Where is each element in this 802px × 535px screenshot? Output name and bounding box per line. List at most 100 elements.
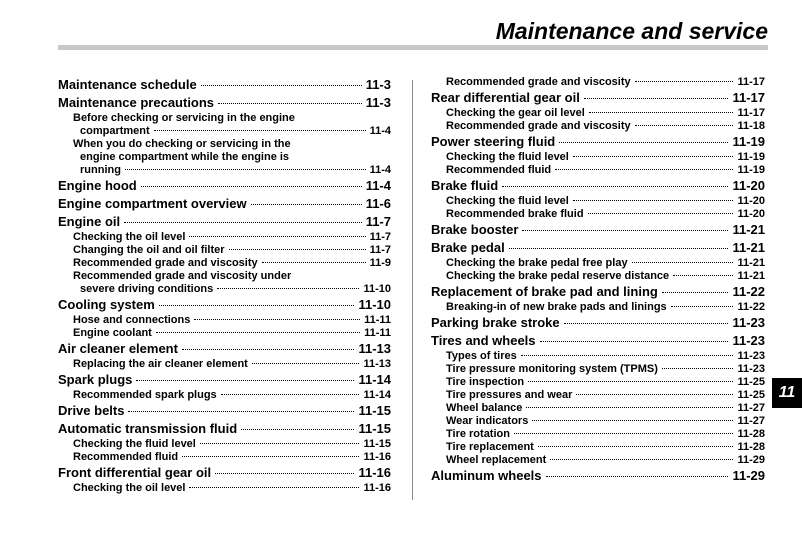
page-number: 11-17 bbox=[737, 107, 765, 119]
entry-text: Brake booster bbox=[431, 222, 519, 237]
toc-entry: Brake booster 11-21 bbox=[431, 221, 765, 239]
toc-entry: When you do checking or servicing in the… bbox=[58, 138, 391, 177]
entry-text: Front differential gear oil bbox=[58, 465, 212, 480]
toc-line: Hose and connections 11-11 bbox=[73, 314, 391, 327]
entry-text: Tire inspection bbox=[446, 376, 525, 388]
page-number: 11-20 bbox=[737, 195, 765, 207]
page-number: 11-21 bbox=[732, 222, 765, 237]
toc-line: Aluminum wheels 11-29 bbox=[431, 467, 765, 485]
page-number: 11-22 bbox=[737, 301, 765, 313]
leader-dots bbox=[661, 292, 729, 293]
toc-entry: Recommended spark plugs 11-14 bbox=[58, 389, 391, 402]
entry-text: Wheel replacement bbox=[446, 454, 547, 466]
toc-line: Drive belts 11-15 bbox=[58, 402, 391, 420]
chapter-tab: 11 bbox=[772, 378, 802, 408]
toc-line: Recommended grade and viscosity 11-17 bbox=[446, 76, 765, 89]
toc-line: Engine hood 11-4 bbox=[58, 177, 391, 195]
page-number: 11-20 bbox=[732, 178, 765, 193]
leader-dots bbox=[502, 186, 729, 187]
entry-text: Breaking-in of new brake pads and lining… bbox=[446, 301, 667, 313]
entry-text: Changing the oil and oil filter bbox=[73, 244, 225, 256]
leader-dots bbox=[218, 103, 362, 104]
leader-dots bbox=[673, 275, 734, 276]
toc-entry: Recommended fluid 11-16 bbox=[58, 451, 391, 464]
column-divider bbox=[412, 80, 413, 500]
entry-text: Checking the gear oil level bbox=[446, 107, 585, 119]
entry-text: Power steering fluid bbox=[431, 134, 556, 149]
page-number: 11-25 bbox=[737, 376, 765, 388]
entry-text: Aluminum wheels bbox=[431, 468, 542, 483]
toc-line: Parking brake stroke 11-23 bbox=[431, 314, 765, 332]
entry-text: Hose and connections bbox=[73, 314, 191, 326]
leader-dots bbox=[670, 306, 734, 307]
toc-entry: Checking the fluid level 11-15 bbox=[58, 438, 391, 451]
page-number: 11-15 bbox=[358, 403, 391, 418]
page-number: 11-13 bbox=[363, 358, 391, 370]
page-number: 11-20 bbox=[737, 208, 765, 220]
leader-dots bbox=[576, 394, 734, 395]
page-number: 11-21 bbox=[732, 240, 765, 255]
page-number: 11-17 bbox=[732, 90, 765, 105]
page-number: 11-15 bbox=[358, 421, 391, 436]
leader-dots bbox=[631, 262, 734, 263]
entry-text: Engine compartment overview bbox=[58, 196, 247, 211]
toc-line: Replacing the air cleaner element 11-13 bbox=[73, 358, 391, 371]
leader-dots bbox=[251, 363, 360, 364]
entry-text: Checking the fluid level bbox=[73, 438, 196, 450]
leader-dots bbox=[199, 443, 360, 444]
toc-entry: Recommended grade and viscosity 11-17 bbox=[431, 76, 765, 89]
toc-entry: Wheel replacement 11-29 bbox=[431, 454, 765, 467]
toc-line: Recommended brake fluid 11-20 bbox=[446, 208, 765, 221]
entry-text: Spark plugs bbox=[58, 372, 133, 387]
leader-dots bbox=[228, 249, 366, 250]
page-number: 11-27 bbox=[737, 415, 765, 427]
toc-line: running 11-4 bbox=[73, 164, 391, 177]
toc-entry: Types of tires 11-23 bbox=[431, 350, 765, 363]
page-number: 11-28 bbox=[737, 428, 765, 440]
toc-entry: Breaking-in of new brake pads and lining… bbox=[431, 301, 765, 314]
toc-entry: Tire pressures and wear 11-25 bbox=[431, 389, 765, 402]
toc-line: Tire replacement 11-28 bbox=[446, 441, 765, 454]
leader-dots bbox=[261, 262, 366, 263]
page-number: 11-25 bbox=[737, 389, 765, 401]
page-number: 11-22 bbox=[732, 284, 765, 299]
toc-line: Tire pressures and wear 11-25 bbox=[446, 389, 765, 402]
leader-dots bbox=[532, 420, 734, 421]
leader-dots bbox=[128, 411, 355, 412]
toc-line: Tires and wheels 11-23 bbox=[431, 332, 765, 350]
entry-text: Tire pressure monitoring system (TPMS) bbox=[446, 363, 658, 375]
toc-line: Engine coolant 11-11 bbox=[73, 327, 391, 340]
entry-text: Tire pressures and wear bbox=[446, 389, 573, 401]
entry-text: Checking the oil level bbox=[73, 231, 186, 243]
toc-entry: Checking the brake pedal free play 11-21 bbox=[431, 257, 765, 270]
leader-dots bbox=[155, 332, 361, 333]
toc-line: Checking the brake pedal reserve distanc… bbox=[446, 270, 765, 283]
entry-text: Engine hood bbox=[58, 178, 137, 193]
toc-entry: Cooling system 11-10 bbox=[58, 296, 391, 314]
page-number: 11-4 bbox=[369, 164, 391, 176]
toc-line: Wheel balance 11-27 bbox=[446, 402, 765, 415]
toc-entry: Hose and connections 11-11 bbox=[58, 314, 391, 327]
entry-text: Recommended brake fluid bbox=[446, 208, 584, 220]
toc-entry: Changing the oil and oil filter 11-7 bbox=[58, 244, 391, 257]
leader-dots bbox=[124, 169, 366, 170]
page-number: 11-9 bbox=[369, 257, 391, 269]
toc-entry: Tire replacement 11-28 bbox=[431, 441, 765, 454]
toc-entry: Tire pressure monitoring system (TPMS) 11… bbox=[431, 363, 765, 376]
page-number: 11-16 bbox=[358, 465, 391, 480]
entry-text: Wheel balance bbox=[446, 402, 523, 414]
entry-text: Recommended fluid bbox=[73, 451, 179, 463]
entry-text: Brake pedal bbox=[431, 240, 505, 255]
toc-line: Spark plugs 11-14 bbox=[58, 371, 391, 389]
toc-entry: Engine compartment overview 11-6 bbox=[58, 195, 391, 213]
leader-dots bbox=[545, 476, 729, 477]
leader-dots bbox=[158, 305, 355, 306]
page-number: 11-7 bbox=[369, 231, 391, 243]
leader-dots bbox=[220, 394, 360, 395]
page-number: 11-23 bbox=[732, 315, 765, 330]
leader-dots bbox=[241, 429, 355, 430]
toc-line: Checking the fluid level 11-15 bbox=[73, 438, 391, 451]
entry-text: Automatic transmission fluid bbox=[58, 421, 238, 436]
entry-text: Tire replacement bbox=[446, 441, 534, 453]
